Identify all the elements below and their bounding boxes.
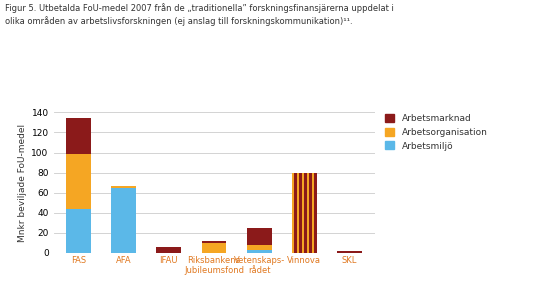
Bar	[304, 173, 307, 253]
Text: Figur 5. Utbetalda FoU-medel 2007 från de „traditionella” forskningsfinansjärern: Figur 5. Utbetalda FoU-medel 2007 från d…	[5, 3, 394, 26]
Bar	[247, 245, 272, 250]
Bar	[66, 209, 91, 253]
Bar	[66, 118, 91, 153]
Bar	[300, 173, 302, 253]
Bar	[302, 173, 304, 253]
Bar	[111, 186, 136, 188]
Bar	[247, 250, 272, 253]
Bar	[337, 251, 362, 253]
Bar	[202, 241, 226, 243]
Bar	[307, 173, 309, 253]
Bar	[312, 173, 315, 253]
Bar	[297, 173, 300, 253]
Bar	[66, 153, 91, 209]
Bar	[315, 173, 317, 253]
Bar	[292, 173, 294, 253]
Bar	[294, 173, 297, 253]
Bar	[156, 247, 181, 253]
Bar	[111, 188, 136, 253]
Legend: Arbetsmarknad, Arbetsorganisation, Arbetsmiljö: Arbetsmarknad, Arbetsorganisation, Arbet…	[385, 114, 487, 151]
Bar	[247, 228, 272, 245]
Y-axis label: Mnkr beviljade FoU-medel: Mnkr beviljade FoU-medel	[18, 124, 27, 242]
Bar	[202, 243, 226, 253]
Bar	[309, 173, 312, 253]
